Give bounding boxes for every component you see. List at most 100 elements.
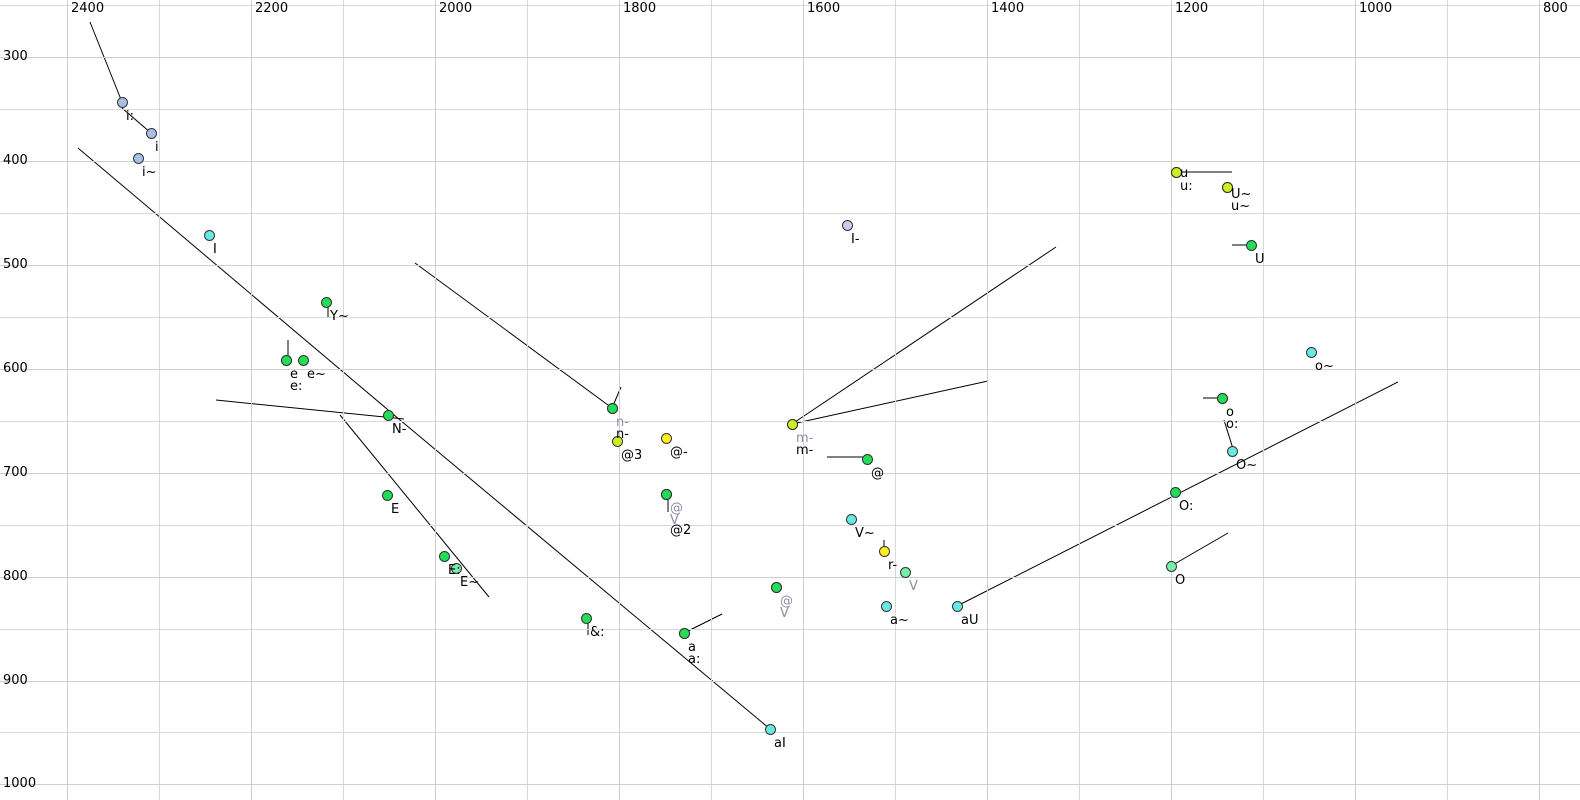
data-point[interactable] bbox=[787, 419, 798, 430]
data-point[interactable] bbox=[881, 601, 892, 612]
data-point[interactable] bbox=[1246, 240, 1257, 251]
data-point-label: i bbox=[155, 140, 159, 155]
y-axis-tick-label: 600 bbox=[3, 361, 28, 376]
x-gridline bbox=[895, 0, 896, 800]
data-point[interactable] bbox=[607, 403, 618, 414]
data-point[interactable] bbox=[842, 220, 853, 231]
x-gridline bbox=[987, 0, 988, 800]
data-point-label: I bbox=[213, 242, 217, 257]
data-point-label: a~ bbox=[890, 613, 909, 628]
x-axis-tick-label: 800 bbox=[1543, 1, 1568, 16]
data-point[interactable] bbox=[661, 489, 672, 500]
data-point[interactable] bbox=[117, 97, 128, 108]
data-point-label: E bbox=[391, 502, 400, 517]
y-gridline bbox=[0, 213, 1580, 214]
y-gridline bbox=[0, 732, 1580, 733]
data-point-label: n- bbox=[616, 427, 629, 442]
m-up bbox=[791, 246, 1057, 425]
data-point[interactable] bbox=[281, 355, 292, 366]
data-point[interactable] bbox=[298, 355, 309, 366]
data-point-label: o bbox=[1226, 405, 1234, 420]
data-point-label: e: bbox=[290, 379, 303, 394]
x-gridline bbox=[1355, 0, 1356, 800]
data-point[interactable] bbox=[846, 514, 857, 525]
data-point-label: e bbox=[290, 367, 298, 382]
data-point-label: @ bbox=[780, 594, 793, 609]
data-point-label: m- bbox=[796, 443, 814, 458]
i:-trail bbox=[89, 21, 123, 103]
data-point-label: e~ bbox=[307, 367, 326, 382]
x-gridline bbox=[619, 0, 620, 800]
data-point-label: u: bbox=[1180, 179, 1193, 194]
y-gridline bbox=[0, 57, 1580, 58]
data-point-label: N- bbox=[392, 422, 407, 437]
y-axis-tick-label: 300 bbox=[3, 49, 28, 64]
data-point[interactable] bbox=[1217, 393, 1228, 404]
data-point[interactable] bbox=[439, 551, 450, 562]
data-point[interactable] bbox=[612, 436, 623, 447]
m-right bbox=[791, 380, 989, 425]
data-point[interactable] bbox=[204, 230, 215, 241]
data-point[interactable] bbox=[321, 297, 332, 308]
y-gridline bbox=[0, 109, 1580, 110]
data-point-label: &: bbox=[590, 625, 605, 640]
data-point-label: U~ bbox=[1231, 187, 1252, 202]
data-point[interactable] bbox=[765, 724, 776, 735]
x-gridline bbox=[1171, 0, 1172, 800]
data-point[interactable] bbox=[383, 410, 394, 421]
data-point-label: V~ bbox=[855, 526, 875, 541]
data-point[interactable] bbox=[1306, 347, 1317, 358]
x-axis-tick-label: 2400 bbox=[71, 1, 105, 16]
data-point-label: O bbox=[1175, 573, 1186, 588]
y-axis-tick-label: 900 bbox=[3, 673, 28, 688]
y-axis-tick-label: 500 bbox=[3, 257, 28, 272]
x-axis-tick-label: 1000 bbox=[1359, 1, 1393, 16]
y-axis-tick-label: 400 bbox=[3, 153, 28, 168]
x-axis-tick-label: 1200 bbox=[1175, 1, 1209, 16]
x-gridline bbox=[159, 0, 160, 800]
x-gridline bbox=[527, 0, 528, 800]
data-point[interactable] bbox=[862, 454, 873, 465]
data-point-label: a: bbox=[688, 652, 701, 667]
data-point[interactable] bbox=[771, 582, 782, 593]
y-gridline bbox=[0, 473, 1580, 474]
x-axis-tick-label: 2000 bbox=[439, 1, 473, 16]
data-point[interactable] bbox=[1170, 487, 1181, 498]
data-point-label: V bbox=[670, 513, 679, 528]
data-point[interactable] bbox=[451, 563, 462, 574]
x-gridline bbox=[251, 0, 252, 800]
data-point-label: u bbox=[1180, 166, 1189, 181]
data-point[interactable] bbox=[1227, 446, 1238, 457]
x-gridline bbox=[1539, 0, 1540, 800]
data-point[interactable] bbox=[146, 128, 157, 139]
data-point-label: r- bbox=[888, 558, 898, 573]
x-gridline bbox=[1447, 0, 1448, 800]
data-point-label: u~ bbox=[1231, 199, 1251, 214]
data-point[interactable] bbox=[879, 546, 890, 557]
x-gridline bbox=[1079, 0, 1080, 800]
data-point-label: @2 bbox=[670, 523, 692, 538]
data-point[interactable] bbox=[133, 153, 144, 164]
data-point-label: @- bbox=[670, 445, 688, 460]
data-point[interactable] bbox=[952, 601, 963, 612]
y-gridline bbox=[0, 161, 1580, 162]
x-axis-tick-label: 1400 bbox=[991, 1, 1025, 16]
data-point[interactable] bbox=[1222, 182, 1233, 193]
y-axis-tick-label: 700 bbox=[3, 465, 28, 480]
data-point[interactable] bbox=[1166, 561, 1177, 572]
data-point-label: @3 bbox=[621, 448, 643, 463]
x-gridline bbox=[803, 0, 804, 800]
data-point[interactable] bbox=[900, 567, 911, 578]
x-axis-tick-label: 1800 bbox=[623, 1, 657, 16]
data-point[interactable] bbox=[1171, 167, 1182, 178]
data-point-label: i~ bbox=[142, 165, 157, 180]
n-diag bbox=[414, 262, 613, 409]
data-point-label: Y~ bbox=[330, 309, 349, 324]
y-gridline bbox=[0, 577, 1580, 578]
data-point[interactable] bbox=[382, 490, 393, 501]
data-point[interactable] bbox=[679, 628, 690, 639]
data-point-label: aI bbox=[774, 736, 786, 751]
x-gridline bbox=[1263, 0, 1264, 800]
data-point[interactable] bbox=[581, 613, 592, 624]
data-point[interactable] bbox=[661, 433, 672, 444]
